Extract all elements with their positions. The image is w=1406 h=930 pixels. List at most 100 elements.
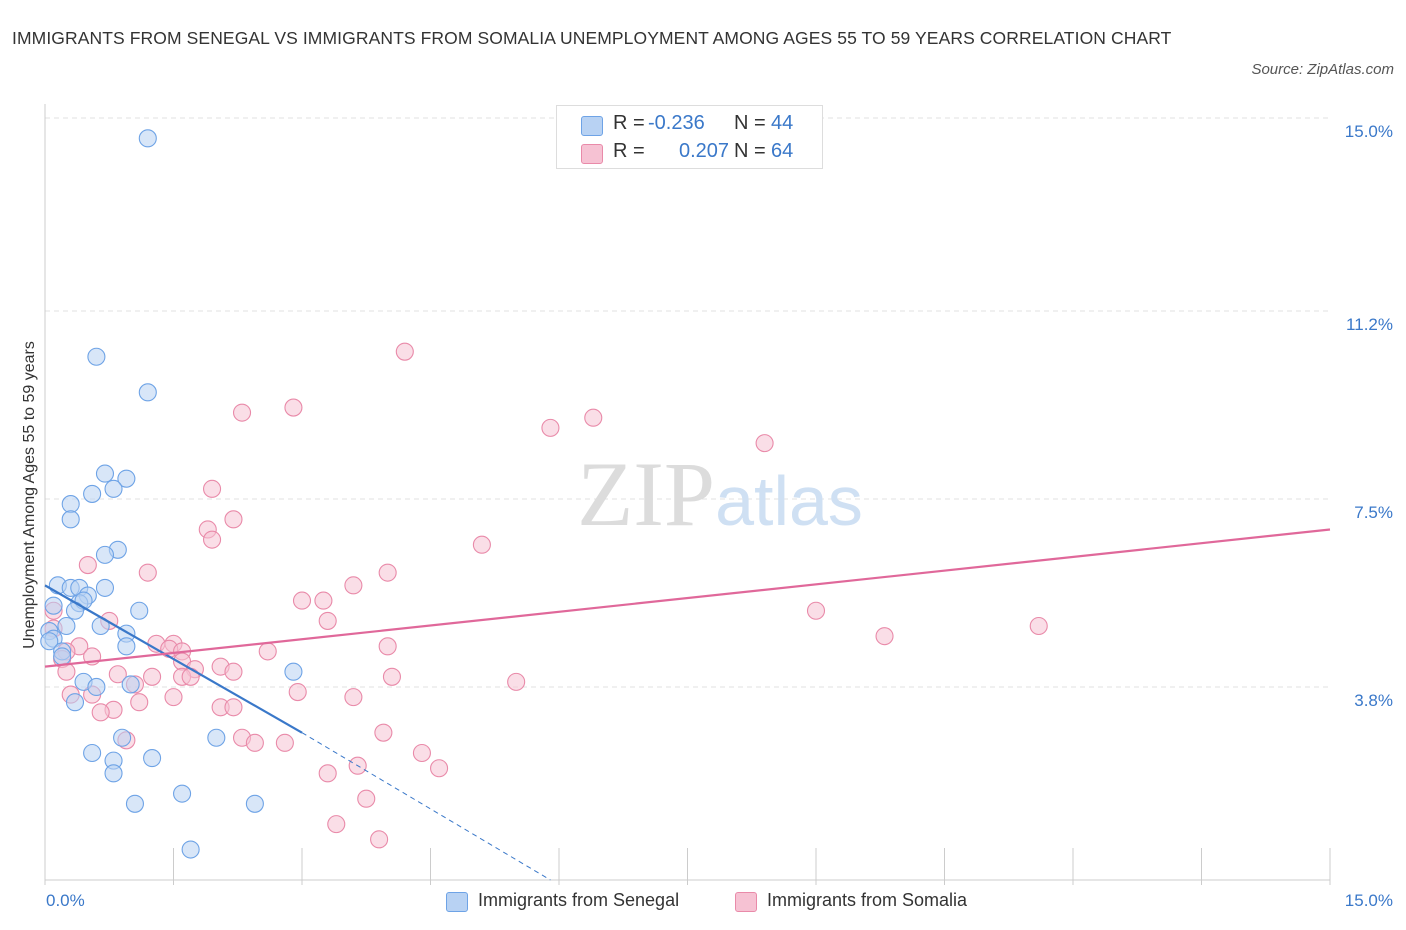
watermark: ZIPatlas bbox=[577, 443, 863, 545]
y-tick-label: 11.2% bbox=[1346, 315, 1393, 335]
senegal-point bbox=[61, 510, 80, 529]
correlation-legend: R = -0.236 N = 44 R = 0.207 N = 64 bbox=[556, 105, 823, 169]
somalia-point bbox=[91, 703, 110, 722]
watermark-zip: ZIP bbox=[577, 443, 715, 545]
somalia-point bbox=[327, 815, 346, 834]
senegal-point bbox=[143, 749, 162, 768]
somalia-point bbox=[357, 789, 376, 808]
senegal-point bbox=[130, 601, 149, 620]
chart-source: Source: ZipAtlas.com bbox=[1251, 61, 1394, 78]
senegal-swatch bbox=[581, 116, 603, 136]
senegal-point bbox=[104, 764, 123, 783]
somalia-point bbox=[430, 759, 449, 778]
senegal-point bbox=[138, 129, 157, 148]
somalia-point bbox=[1029, 616, 1048, 636]
somalia-point bbox=[378, 563, 397, 582]
somalia-point bbox=[203, 479, 222, 498]
somalia-point bbox=[541, 418, 560, 437]
somalia-point bbox=[806, 601, 826, 620]
somalia-point bbox=[292, 591, 312, 610]
senegal-point bbox=[207, 728, 226, 747]
senegal-trend-line bbox=[44, 584, 303, 734]
somalia-legend-swatch bbox=[735, 892, 757, 912]
senegal-point bbox=[117, 637, 136, 656]
senegal-point bbox=[95, 464, 115, 483]
somalia-point bbox=[318, 764, 337, 783]
somalia-point bbox=[875, 627, 894, 646]
senegal-point bbox=[87, 347, 106, 366]
senegal-point bbox=[104, 479, 123, 498]
senegal-legend-swatch bbox=[446, 892, 468, 912]
somalia-point bbox=[164, 688, 183, 707]
gridlines bbox=[45, 117, 1330, 688]
somalia-point bbox=[78, 555, 97, 575]
r-label: R = bbox=[613, 112, 645, 134]
somalia-point bbox=[224, 510, 243, 529]
somalia-point bbox=[284, 398, 303, 417]
n-value: 44 bbox=[771, 112, 794, 134]
r-value: 0.207 bbox=[679, 140, 730, 162]
n-label: N = bbox=[734, 112, 766, 134]
senegal-point bbox=[173, 784, 192, 803]
somalia-point bbox=[108, 665, 127, 684]
somalia-legend-label: Immigrants from Somalia bbox=[767, 890, 968, 910]
somalia-point bbox=[138, 563, 157, 582]
somalia-point bbox=[370, 830, 389, 849]
somalia-point bbox=[288, 682, 307, 702]
senegal-point bbox=[284, 662, 303, 681]
senegal-point bbox=[61, 495, 80, 514]
somalia-point bbox=[507, 672, 526, 691]
chart-title: IMMIGRANTS FROM SENEGAL VS IMMIGRANTS FR… bbox=[12, 28, 1172, 48]
somalia-point bbox=[344, 576, 363, 595]
senegal-point bbox=[117, 469, 136, 488]
senegal-point bbox=[44, 596, 63, 615]
somalia-point bbox=[755, 434, 774, 453]
senegal-point bbox=[87, 677, 106, 697]
watermark-atlas: atlas bbox=[715, 462, 863, 540]
senegal-point bbox=[53, 647, 72, 666]
somalia-point bbox=[245, 733, 264, 752]
senegal-point bbox=[40, 632, 59, 651]
somalia-point bbox=[143, 667, 162, 686]
somalia-point bbox=[584, 408, 603, 427]
senegal-point bbox=[121, 675, 140, 694]
data-points bbox=[40, 129, 1048, 859]
somalia-point bbox=[382, 667, 402, 686]
somalia-point bbox=[378, 637, 397, 656]
senegal-point bbox=[113, 728, 132, 747]
senegal-point bbox=[138, 383, 157, 402]
senegal-point bbox=[245, 794, 264, 813]
somalia-point bbox=[232, 403, 252, 422]
somalia-point bbox=[224, 662, 243, 681]
somalia-swatch bbox=[581, 144, 603, 164]
somalia-point bbox=[472, 535, 491, 554]
somalia-point bbox=[314, 591, 333, 610]
somalia-trend-line bbox=[44, 528, 1331, 668]
y-tick-label: 3.8% bbox=[1354, 690, 1393, 710]
x-tick-min: 0.0% bbox=[46, 891, 85, 910]
x-tick-max: 15.0% bbox=[1344, 891, 1393, 910]
n-label: N = bbox=[734, 140, 766, 162]
somalia-point bbox=[203, 530, 222, 549]
senegal-trend-extension bbox=[301, 732, 551, 881]
senegal-legend-label: Immigrants from Senegal bbox=[478, 890, 680, 910]
n-value: 64 bbox=[771, 140, 794, 162]
somalia-point bbox=[224, 698, 243, 717]
somalia-point bbox=[318, 611, 337, 630]
somalia-point bbox=[344, 688, 363, 707]
senegal-point bbox=[65, 693, 85, 712]
senegal-point bbox=[83, 484, 102, 503]
axes bbox=[44, 104, 1331, 885]
r-label: R = bbox=[613, 140, 645, 162]
senegal-point bbox=[95, 578, 115, 597]
somalia-point bbox=[374, 723, 393, 742]
somalia-point bbox=[395, 342, 414, 361]
senegal-point bbox=[125, 794, 144, 813]
somalia-point bbox=[258, 642, 277, 661]
somalia-point bbox=[130, 693, 149, 712]
somalia-point bbox=[412, 743, 431, 763]
r-value: -0.236 bbox=[648, 112, 705, 134]
somalia-point bbox=[181, 667, 200, 686]
y-tick-label: 7.5% bbox=[1354, 503, 1393, 522]
